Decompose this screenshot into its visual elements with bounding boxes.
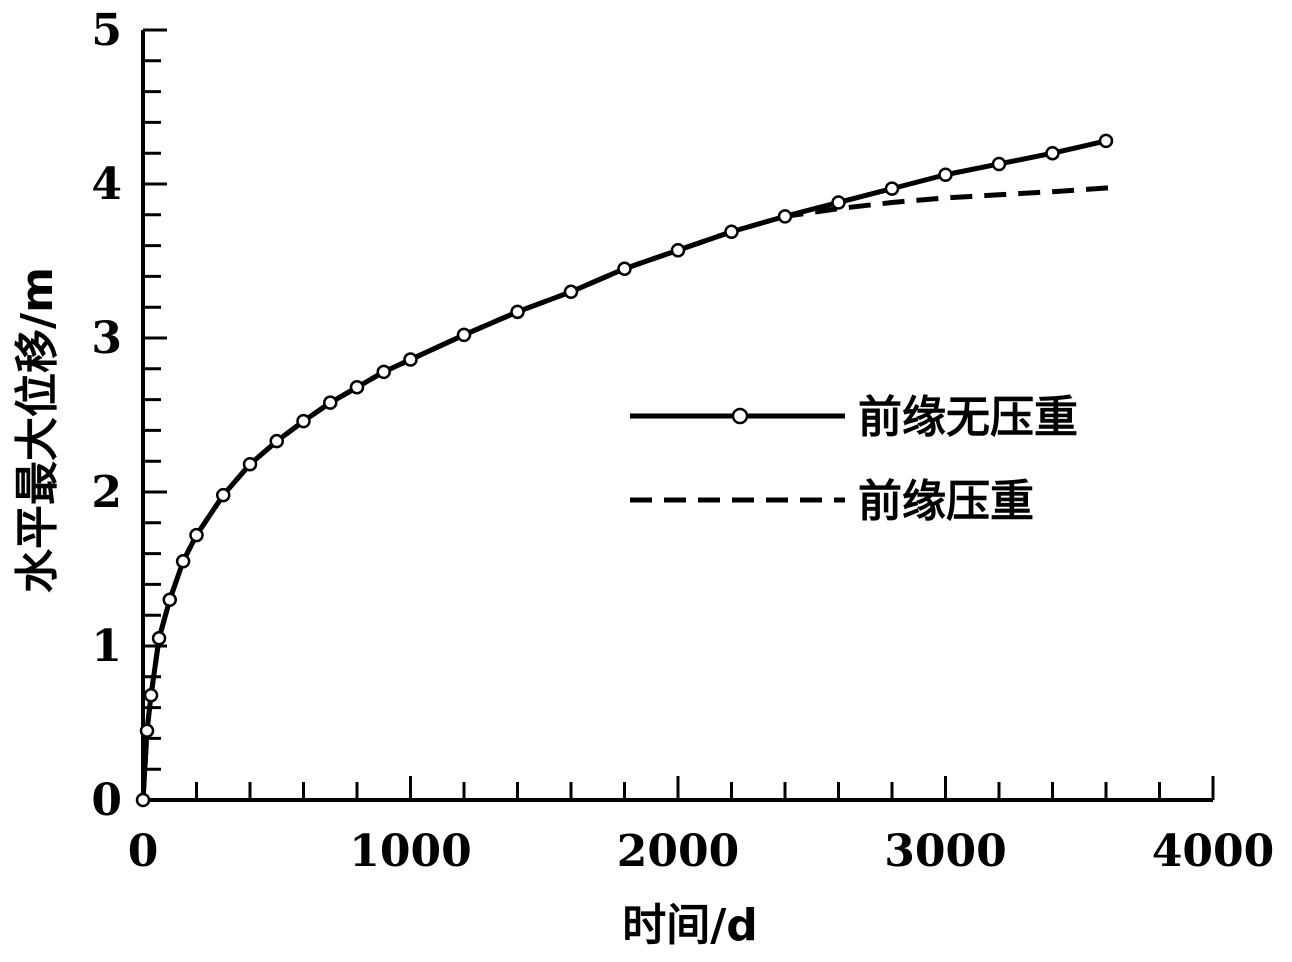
data-point	[216, 487, 231, 503]
data-point	[175, 554, 191, 569]
y-tick-label: 0	[91, 775, 122, 826]
data-point	[269, 433, 284, 449]
data-point	[831, 195, 846, 210]
data-point	[135, 792, 151, 808]
x-tick-label: 0	[128, 826, 159, 877]
data-point	[670, 242, 686, 258]
data-point	[991, 156, 1007, 172]
x-tick-label: 4000	[1152, 826, 1274, 877]
data-point	[617, 261, 632, 276]
y-tick-label: 2	[91, 467, 122, 518]
y-tick-label: 3	[91, 313, 122, 364]
data-point	[884, 181, 900, 196]
data-point	[1045, 145, 1060, 161]
data-point	[162, 592, 177, 608]
data-point	[510, 304, 525, 320]
series-group	[135, 133, 1120, 808]
data-point	[456, 327, 472, 343]
series-line-0	[140, 138, 1107, 801]
data-point	[139, 723, 155, 738]
legend-label-0: 前缘无压重	[858, 392, 1078, 443]
data-point	[189, 527, 204, 543]
data-point	[349, 380, 365, 395]
y-tick-label: 1	[91, 621, 122, 672]
data-point	[563, 284, 579, 300]
data-point	[143, 688, 159, 703]
data-point	[1098, 133, 1114, 149]
data-point	[777, 209, 793, 224]
data-point	[724, 224, 739, 239]
data-point	[938, 167, 953, 183]
legend-marker-0	[731, 407, 749, 425]
data-point	[376, 364, 391, 380]
x-axis-title: 时间/d	[622, 900, 758, 951]
y-tick-label: 4	[91, 159, 122, 210]
x-tick-label: 2000	[617, 826, 739, 877]
ticks: 0 1000 2000 3000 4000 0 1 2 3 4 5	[91, 5, 1274, 877]
data-point	[296, 413, 311, 429]
data-point	[323, 395, 338, 410]
legend-label-1: 前缘压重	[858, 476, 1034, 527]
y-tick-label: 5	[91, 5, 122, 56]
data-point	[242, 457, 258, 472]
data-point	[151, 631, 167, 646]
data-point	[403, 352, 418, 367]
y-axis-title: 水平最大位移/m	[12, 267, 63, 593]
x-tick-label: 1000	[349, 826, 471, 877]
x-tick-label: 3000	[884, 826, 1006, 877]
